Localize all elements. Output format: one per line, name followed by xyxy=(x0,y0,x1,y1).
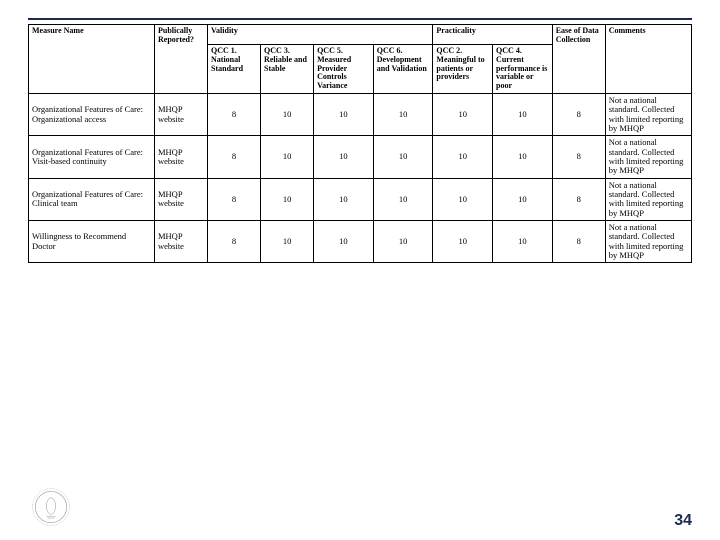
cell-qcc2: 10 xyxy=(433,136,493,178)
col-ease: Ease of Data Collection xyxy=(552,25,605,94)
col-publically-reported: Publically Reported? xyxy=(154,25,207,94)
cell-qcc5: 10 xyxy=(314,93,374,135)
cell-qcc1: 8 xyxy=(208,178,261,220)
cell-qcc6: 10 xyxy=(373,93,433,135)
seal-icon xyxy=(28,484,74,530)
table-row: Organizational Features of Care: Visit-b… xyxy=(29,136,692,178)
cell-comments: Not a national standard. Collected with … xyxy=(605,178,691,220)
footer: 34 xyxy=(0,484,720,530)
page: Measure Name Publically Reported? Validi… xyxy=(0,0,720,540)
cell-public: MHQP website xyxy=(154,178,207,220)
col-qcc5: QCC 5. Measured Provider Controls Varian… xyxy=(314,45,374,94)
cell-qcc4: 10 xyxy=(493,136,553,178)
cell-qcc5: 10 xyxy=(314,178,374,220)
col-qcc3: QCC 3. Reliable and Stable xyxy=(261,45,314,94)
col-qcc6: QCC 6. Development and Validation xyxy=(373,45,433,94)
cell-qcc6: 10 xyxy=(373,136,433,178)
table-row: Organizational Features of Care: Clinica… xyxy=(29,178,692,220)
cell-qcc4: 10 xyxy=(493,178,553,220)
cell-qcc3: 10 xyxy=(261,136,314,178)
cell-qcc3: 10 xyxy=(261,221,314,263)
col-qcc1: QCC 1. National Standard xyxy=(208,45,261,94)
col-qcc4: QCC 4. Current performance is variable o… xyxy=(493,45,553,94)
cell-qcc6: 10 xyxy=(373,221,433,263)
cell-qcc1: 8 xyxy=(208,136,261,178)
cell-measure-name: Organizational Features of Care: Visit-b… xyxy=(29,136,155,178)
cell-qcc3: 10 xyxy=(261,178,314,220)
cell-measure-name: Organizational Features of Care: Clinica… xyxy=(29,178,155,220)
cell-qcc4: 10 xyxy=(493,221,553,263)
col-measure-name: Measure Name xyxy=(29,25,155,94)
header-row-1: Measure Name Publically Reported? Validi… xyxy=(29,25,692,45)
page-number: 34 xyxy=(674,512,692,530)
col-comments: Comments xyxy=(605,25,691,94)
table-row: Organizational Features of Care: Organiz… xyxy=(29,93,692,135)
cell-qcc2: 10 xyxy=(433,93,493,135)
cell-qcc5: 10 xyxy=(314,136,374,178)
col-qcc2: QCC 2. Meaningful to patients or provide… xyxy=(433,45,493,94)
cell-ease: 8 xyxy=(552,178,605,220)
table-body: Organizational Features of Care: Organiz… xyxy=(29,93,692,263)
group-validity: Validity xyxy=(208,25,433,45)
qcc-table: Measure Name Publically Reported? Validi… xyxy=(28,24,692,263)
cell-comments: Not a national standard. Collected with … xyxy=(605,221,691,263)
cell-public: MHQP website xyxy=(154,221,207,263)
cell-qcc2: 10 xyxy=(433,221,493,263)
cell-measure-name: Organizational Features of Care: Organiz… xyxy=(29,93,155,135)
top-rule xyxy=(28,18,692,20)
cell-public: MHQP website xyxy=(154,136,207,178)
cell-public: MHQP website xyxy=(154,93,207,135)
cell-ease: 8 xyxy=(552,93,605,135)
cell-qcc6: 10 xyxy=(373,178,433,220)
cell-comments: Not a national standard. Collected with … xyxy=(605,136,691,178)
cell-qcc1: 8 xyxy=(208,221,261,263)
cell-ease: 8 xyxy=(552,221,605,263)
cell-qcc2: 10 xyxy=(433,178,493,220)
cell-qcc3: 10 xyxy=(261,93,314,135)
cell-ease: 8 xyxy=(552,136,605,178)
cell-measure-name: Willingness to Recommend Doctor xyxy=(29,221,155,263)
cell-qcc5: 10 xyxy=(314,221,374,263)
cell-qcc1: 8 xyxy=(208,93,261,135)
cell-comments: Not a national standard. Collected with … xyxy=(605,93,691,135)
group-practicality: Practicality xyxy=(433,25,552,45)
cell-qcc4: 10 xyxy=(493,93,553,135)
table-row: Willingness to Recommend Doctor MHQP web… xyxy=(29,221,692,263)
